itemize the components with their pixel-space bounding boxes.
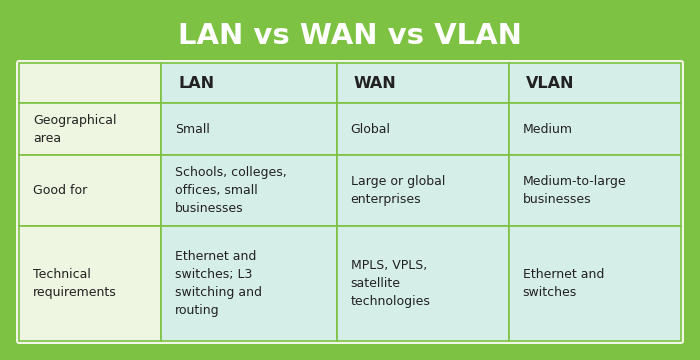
Bar — [509, 226, 681, 341]
Bar — [337, 63, 509, 103]
Text: Medium: Medium — [523, 122, 573, 135]
Bar — [19, 63, 161, 103]
Bar — [19, 103, 161, 155]
Text: Ethernet and
switches; L3
switching and
routing: Ethernet and switches; L3 switching and … — [176, 250, 262, 317]
Text: Good for: Good for — [33, 184, 88, 197]
FancyBboxPatch shape — [6, 50, 694, 354]
FancyBboxPatch shape — [16, 60, 684, 344]
Bar — [509, 103, 681, 155]
Text: LAN vs WAN vs VLAN: LAN vs WAN vs VLAN — [178, 22, 522, 50]
Text: Global: Global — [351, 122, 391, 135]
Bar — [19, 155, 161, 226]
Bar — [161, 103, 337, 155]
FancyBboxPatch shape — [105, 5, 595, 71]
Text: VLAN: VLAN — [526, 76, 575, 91]
Bar — [509, 63, 681, 103]
Text: Schools, colleges,
offices, small
businesses: Schools, colleges, offices, small busine… — [176, 166, 287, 215]
Bar — [337, 226, 509, 341]
Bar — [337, 103, 509, 155]
Text: MPLS, VPLS,
satellite
technologies: MPLS, VPLS, satellite technologies — [351, 259, 430, 308]
Text: Medium-to-large
businesses: Medium-to-large businesses — [523, 175, 626, 206]
Bar — [19, 226, 161, 341]
Bar — [161, 226, 337, 341]
Bar — [161, 155, 337, 226]
Bar — [509, 155, 681, 226]
Text: WAN: WAN — [354, 76, 397, 91]
Text: LAN: LAN — [179, 76, 215, 91]
Text: Small: Small — [176, 122, 210, 135]
Text: Ethernet and
switches: Ethernet and switches — [523, 268, 604, 299]
Text: Technical
requirements: Technical requirements — [33, 268, 117, 299]
Text: Geographical
area: Geographical area — [33, 113, 117, 144]
Text: Large or global
enterprises: Large or global enterprises — [351, 175, 445, 206]
Bar — [161, 63, 337, 103]
Bar — [337, 155, 509, 226]
